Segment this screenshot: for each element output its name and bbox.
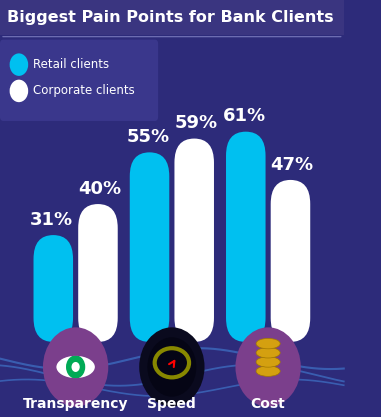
- Text: 59%: 59%: [174, 114, 218, 132]
- Text: Speed: Speed: [147, 397, 196, 411]
- Ellipse shape: [256, 339, 280, 349]
- FancyBboxPatch shape: [271, 180, 310, 342]
- Ellipse shape: [256, 348, 280, 358]
- Circle shape: [72, 362, 80, 372]
- Circle shape: [10, 80, 28, 102]
- FancyBboxPatch shape: [226, 132, 266, 342]
- Circle shape: [10, 53, 28, 76]
- Text: Cost: Cost: [251, 397, 285, 411]
- Text: Biggest Pain Points for Bank Clients: Biggest Pain Points for Bank Clients: [7, 10, 333, 25]
- Circle shape: [147, 337, 196, 397]
- Ellipse shape: [55, 354, 96, 379]
- Text: Transparency: Transparency: [23, 397, 128, 411]
- Text: 31%: 31%: [30, 211, 73, 229]
- FancyBboxPatch shape: [174, 138, 214, 342]
- FancyBboxPatch shape: [130, 152, 169, 342]
- Text: 40%: 40%: [78, 180, 121, 198]
- Circle shape: [43, 327, 108, 407]
- Circle shape: [139, 327, 205, 407]
- FancyBboxPatch shape: [78, 204, 118, 342]
- Ellipse shape: [256, 366, 280, 376]
- Ellipse shape: [256, 357, 280, 367]
- Circle shape: [66, 355, 85, 379]
- FancyBboxPatch shape: [0, 40, 158, 121]
- FancyBboxPatch shape: [34, 235, 73, 342]
- Text: Corporate clients: Corporate clients: [33, 84, 134, 98]
- Text: 61%: 61%: [223, 108, 266, 126]
- Text: Retail clients: Retail clients: [33, 58, 109, 71]
- FancyBboxPatch shape: [0, 0, 344, 35]
- Text: 47%: 47%: [271, 156, 314, 173]
- Text: 55%: 55%: [126, 128, 170, 146]
- Circle shape: [235, 327, 301, 407]
